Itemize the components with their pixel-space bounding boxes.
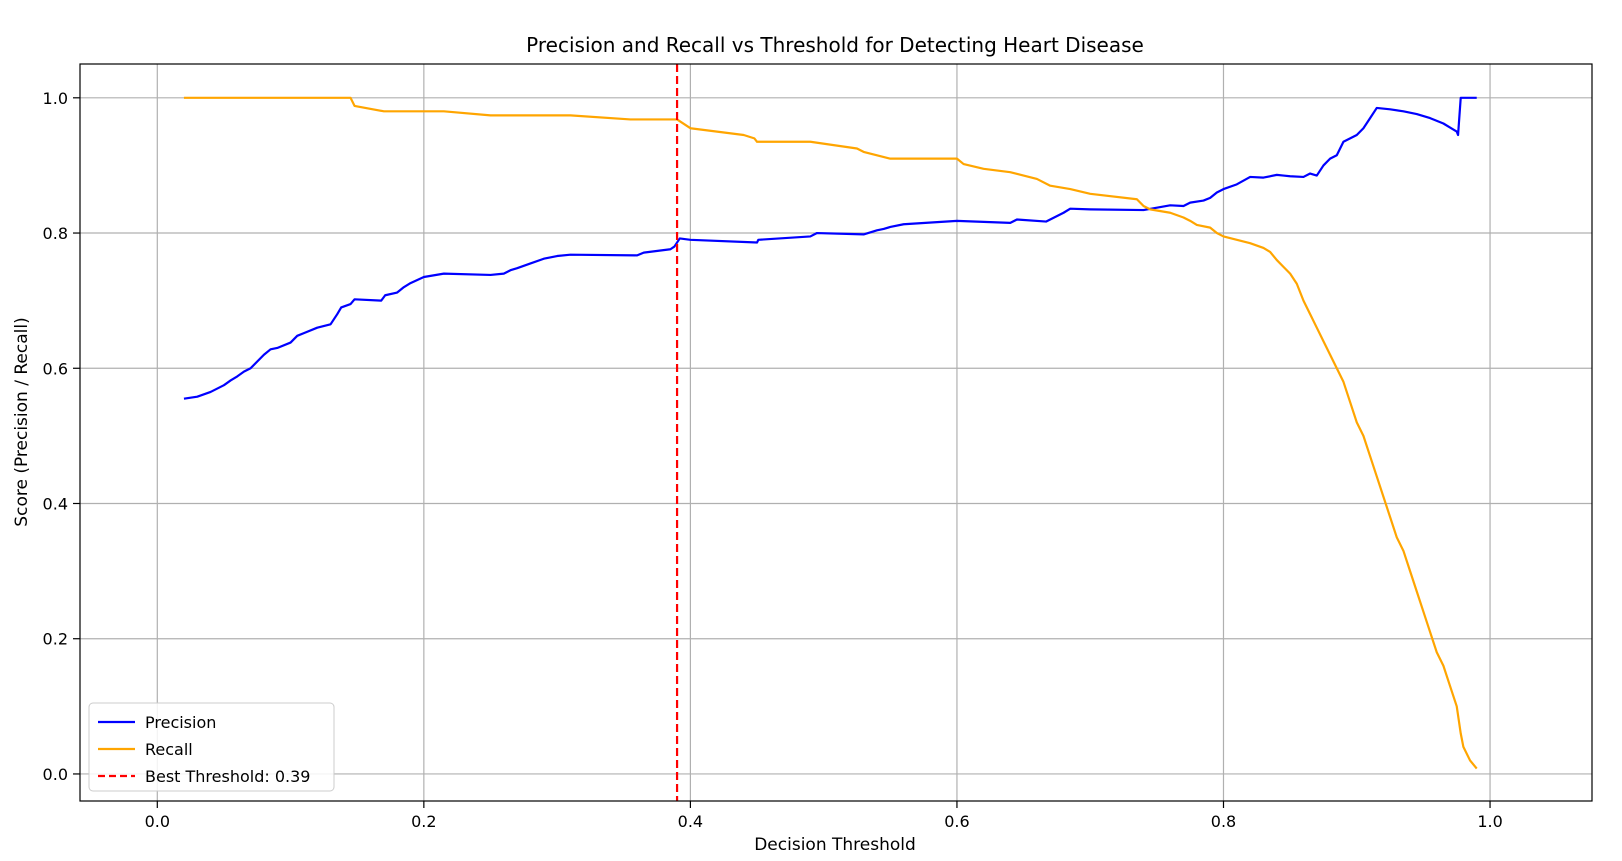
- x-axis-ticks: 0.0 0.2 0.4 0.6 0.8 1.0: [145, 801, 1503, 831]
- x-tick-label: 1.0: [1477, 812, 1502, 831]
- y-axis-label: Score (Precision / Recall): [12, 317, 32, 526]
- series-layer: [183, 64, 1478, 801]
- y-tick-label: 0.0: [43, 765, 68, 784]
- legend: Precision Recall Best Threshold: 0.39: [88, 702, 335, 792]
- x-tick-label: 0.4: [678, 812, 703, 831]
- legend-label: Precision: [145, 713, 216, 732]
- y-axis-ticks: 0.0 0.2 0.4 0.6 0.8 1.0: [43, 89, 80, 784]
- y-tick-label: 0.4: [43, 494, 68, 513]
- plot-frame: [79, 63, 1593, 802]
- y-tick-label: 0.2: [43, 630, 68, 649]
- x-tick-label: 0.0: [145, 812, 170, 831]
- legend-label: Recall: [145, 740, 193, 759]
- x-tick-label: 0.2: [411, 812, 436, 831]
- series-line-recall: [183, 96, 1478, 770]
- x-tick-label: 0.8: [1211, 812, 1236, 831]
- y-tick-label: 1.0: [43, 89, 68, 108]
- chart-title: Precision and Recall vs Threshold for De…: [526, 33, 1144, 57]
- legend-label: Best Threshold: 0.39: [145, 767, 310, 786]
- x-tick-label: 0.6: [944, 812, 969, 831]
- x-axis-label: Decision Threshold: [754, 835, 916, 855]
- y-tick-label: 0.8: [43, 224, 68, 243]
- series-line-precision: [183, 96, 1477, 400]
- legend-box: [88, 702, 335, 792]
- y-tick-label: 0.6: [43, 359, 68, 378]
